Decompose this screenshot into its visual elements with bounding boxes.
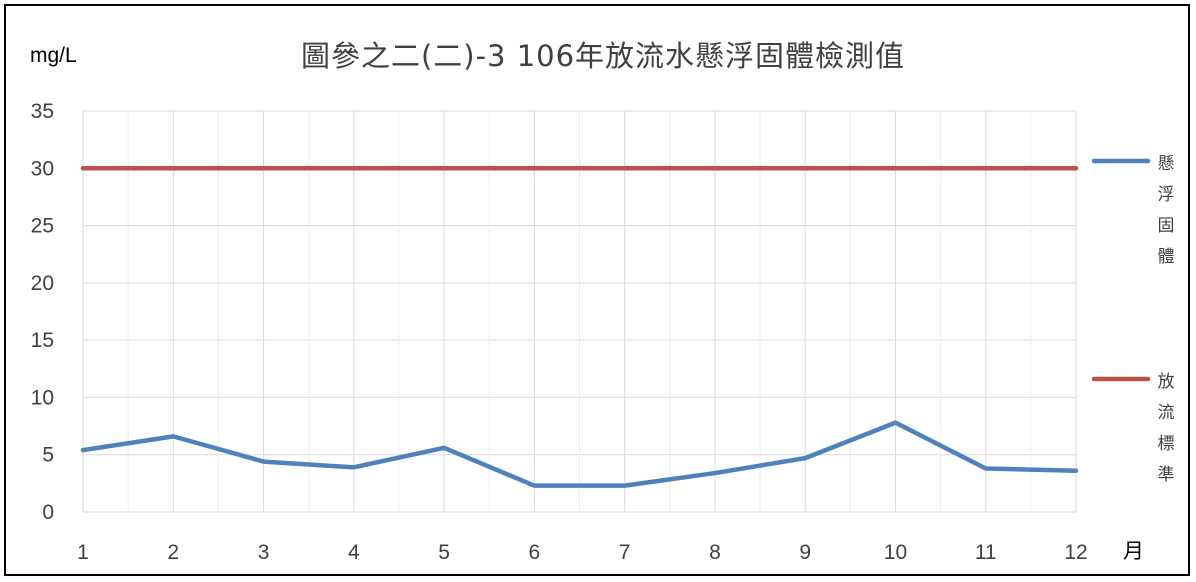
series-layer — [80, 166, 1079, 488]
y-tick-label: 30 — [31, 157, 54, 180]
y-tick-label: 25 — [31, 215, 54, 238]
legend-label-char: 放 — [1158, 372, 1175, 392]
x-tick-label: 7 — [619, 541, 631, 564]
y-tick-label: 15 — [31, 329, 54, 352]
y-tick-label: 5 — [42, 444, 54, 467]
x-tick-label: 2 — [167, 541, 179, 564]
legend-label-char: 標 — [1158, 434, 1175, 454]
legend-label-char: 浮 — [1158, 185, 1175, 205]
x-tick-label: 3 — [258, 541, 270, 564]
legend-label-char: 懸 — [1158, 154, 1175, 174]
x-tick-label: 9 — [799, 541, 811, 564]
y-axis-unit: mg/L — [30, 44, 77, 67]
y-tick-label: 20 — [31, 272, 54, 295]
y-tick-label: 35 — [31, 100, 54, 123]
x-tick-label: 1 — [77, 541, 89, 564]
series-line-suspended-solids — [80, 420, 1079, 488]
legend-label-char: 固 — [1158, 216, 1175, 236]
x-tick-label: 6 — [529, 541, 541, 564]
x-tick-label: 5 — [438, 541, 450, 564]
chart-frame — [4, 4, 1190, 576]
x-tick-label: 8 — [709, 541, 721, 564]
x-tick-label: 10 — [884, 541, 907, 564]
legend-label-char: 準 — [1158, 465, 1175, 485]
legend-label-char: 流 — [1158, 403, 1175, 423]
y-tick-label: 0 — [42, 501, 54, 524]
y-tick-label: 10 — [31, 386, 54, 409]
x-tick-label: 11 — [975, 541, 997, 564]
legend-label-char: 體 — [1158, 247, 1175, 267]
x-tick-label: 12 — [1064, 541, 1087, 564]
chart-title: 圖參之二(二)-3 106年放流水懸浮固體檢測值 — [301, 39, 905, 73]
x-axis-unit: 月 — [1123, 539, 1144, 563]
x-tick-label: 4 — [348, 541, 360, 564]
